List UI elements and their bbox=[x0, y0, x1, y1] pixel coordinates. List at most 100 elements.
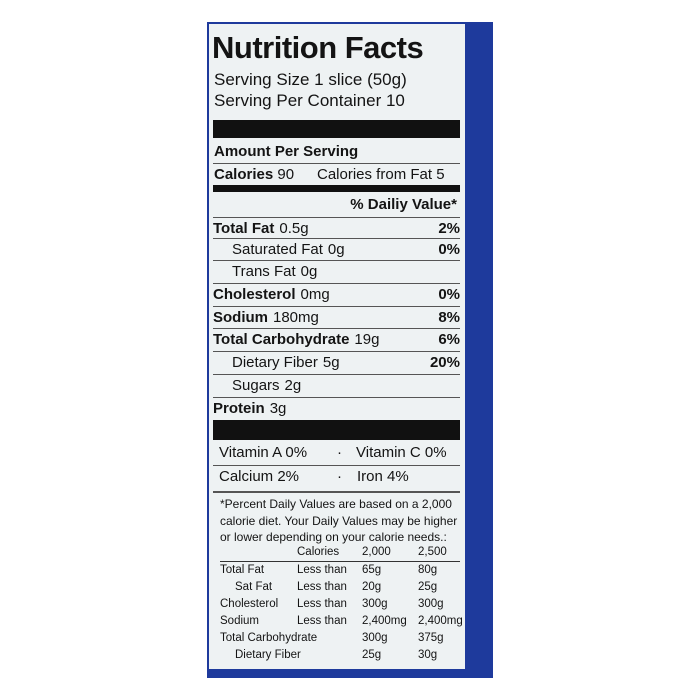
dv-table-cell: 300g bbox=[418, 598, 444, 610]
nutrient-row: Trans Fat 0g bbox=[213, 263, 460, 280]
vitamin-item: Calcium 2% bbox=[219, 468, 300, 485]
footnote-line: or lower depending on your calorie needs… bbox=[220, 530, 447, 544]
footnote-line: calorie diet. Your Daily Values may be h… bbox=[220, 513, 458, 528]
dv-table-cell: 20g bbox=[362, 581, 382, 593]
nutrient-name-amount: Protein 3g bbox=[213, 400, 286, 417]
nutrient-name-amount: Total Fat 0.5g bbox=[213, 220, 309, 237]
bullet: · bbox=[337, 444, 342, 461]
dv-table-cell: 65g bbox=[362, 564, 382, 576]
nutrient-name: Sodium bbox=[213, 309, 268, 326]
nutrient-name: Total Carbohydrate bbox=[213, 331, 350, 348]
nutrient-row: Sugars 2g bbox=[213, 377, 460, 394]
nutrient-row: Total Carbohydrate 19g 6% bbox=[213, 331, 460, 348]
dv-table-cell: 300g bbox=[362, 598, 388, 610]
vitamin-item: Vitamin C 0% bbox=[356, 444, 447, 461]
thick-divider bbox=[213, 420, 460, 440]
nutrient-name-amount: Trans Fat 0g bbox=[213, 263, 317, 280]
servings-per-container: Serving Per Container 10 bbox=[214, 91, 405, 110]
dv-table-cell: Less than bbox=[297, 581, 347, 593]
dv-table-cell: Dietary Fiber bbox=[235, 649, 301, 661]
divider bbox=[213, 163, 460, 164]
dv-table-cell: 25g bbox=[418, 581, 438, 593]
dv-table-cell: Less than bbox=[297, 615, 347, 627]
nutrient-row: Dietary Fiber 5g 20% bbox=[213, 354, 460, 371]
vitamin-item: Vitamin A 0% bbox=[219, 444, 308, 461]
nutrient-amount: 3g bbox=[269, 400, 287, 417]
dv-table-cell: Sodium bbox=[220, 615, 259, 627]
divider bbox=[213, 238, 460, 239]
dv-table-header: 2,500 bbox=[418, 546, 447, 558]
divider bbox=[213, 283, 460, 284]
nutrient-name-amount: Cholesterol 0mg bbox=[213, 286, 330, 303]
divider bbox=[213, 306, 460, 307]
dv-table-cell: 30g bbox=[418, 649, 438, 661]
serving-size: Serving Size 1 slice (50g) bbox=[214, 70, 407, 89]
dv-table-cell: 25g bbox=[362, 649, 382, 661]
nutrient-amount: 180mg bbox=[273, 309, 319, 326]
divider bbox=[213, 217, 460, 218]
vitamin-item: Iron 4% bbox=[357, 468, 409, 485]
nutrient-row: Cholesterol 0mg 0% bbox=[213, 286, 460, 303]
calories-value: 90 bbox=[277, 166, 295, 183]
dv-table-cell: Total Fat bbox=[220, 564, 265, 576]
dv-table-cell: Less than bbox=[297, 564, 347, 576]
daily-value-header: % Dailiy Value* bbox=[350, 196, 457, 213]
dv-table-cell: Cholesterol bbox=[220, 598, 279, 610]
nutrient-name-amount: Sodium 180mg bbox=[213, 309, 319, 326]
divider bbox=[213, 397, 460, 398]
dv-table-header: Calories bbox=[297, 546, 340, 558]
calories-row: Calories 90 bbox=[214, 166, 294, 183]
nutrient-row: Total Fat 0.5g 2% bbox=[213, 220, 460, 237]
dv-table-cell: 300g bbox=[362, 632, 388, 644]
nutrient-amount: 0mg bbox=[300, 286, 330, 303]
nutrient-daily-value: 8% bbox=[438, 309, 460, 326]
divider bbox=[213, 491, 460, 493]
nutrient-daily-value: 20% bbox=[429, 354, 460, 371]
nutrient-name-amount: Sugars 2g bbox=[213, 377, 301, 394]
nutrient-row: Sodium 180mg 8% bbox=[213, 309, 460, 326]
nutrient-name-amount: Saturated Fat 0g bbox=[213, 241, 345, 258]
calories-label: Calories bbox=[214, 166, 274, 183]
nutrient-amount: 2g bbox=[284, 377, 302, 394]
nutrient-row: Saturated Fat 0g 0% bbox=[213, 241, 460, 258]
nutrient-name: Trans Fat bbox=[232, 263, 296, 280]
calories-from-fat: Calories from Fat 5 bbox=[317, 166, 445, 183]
dv-table-cell: Less than bbox=[297, 598, 347, 610]
divider bbox=[220, 561, 460, 562]
bullet: · bbox=[337, 468, 342, 485]
nutrient-amount: 5g bbox=[322, 354, 340, 371]
dv-table-cell: 2,400mg bbox=[418, 615, 463, 627]
divider bbox=[213, 328, 460, 329]
nutrient-daily-value: 0% bbox=[438, 286, 460, 303]
footnote-line: *Percent Daily Values are based on a 2,0… bbox=[220, 497, 452, 511]
nutrient-name-amount: Total Carbohydrate 19g bbox=[213, 331, 379, 348]
divider bbox=[213, 374, 460, 375]
nutrient-name: Sugars bbox=[232, 377, 280, 394]
dv-table-cell: Sat Fat bbox=[235, 581, 273, 593]
divider bbox=[213, 465, 460, 466]
nutrient-name: Total Fat bbox=[213, 220, 275, 237]
nutrient-name: Protein bbox=[213, 400, 265, 417]
dv-table-cell: Total Carbohydrate bbox=[220, 632, 318, 644]
nutrient-daily-value: 2% bbox=[438, 220, 460, 237]
nutrient-row: Protein 3g bbox=[213, 400, 460, 417]
divider bbox=[213, 260, 460, 261]
nutrient-amount: 0.5g bbox=[279, 220, 309, 237]
amount-per-serving: Amount Per Serving bbox=[214, 143, 359, 160]
nutrient-daily-value: 6% bbox=[438, 331, 460, 348]
nutrient-amount: 0g bbox=[327, 241, 345, 258]
nutrient-amount: 19g bbox=[354, 331, 380, 348]
thick-divider bbox=[213, 120, 460, 138]
dv-table-cell: 2,400mg bbox=[362, 615, 407, 627]
nutrient-name-amount: Dietary Fiber 5g bbox=[213, 354, 340, 371]
divider bbox=[213, 351, 460, 352]
medium-divider bbox=[213, 185, 460, 192]
nutrient-amount: 0g bbox=[300, 263, 318, 280]
label-title: Nutrition Facts bbox=[212, 30, 424, 65]
nutrient-daily-value: 0% bbox=[438, 241, 460, 258]
dv-table-cell: 375g bbox=[418, 632, 444, 644]
nutrient-name: Dietary Fiber bbox=[232, 354, 318, 371]
nutrient-name: Saturated Fat bbox=[232, 241, 323, 258]
dv-table-cell: 80g bbox=[418, 564, 438, 576]
dv-table-header: 2,000 bbox=[362, 546, 391, 558]
